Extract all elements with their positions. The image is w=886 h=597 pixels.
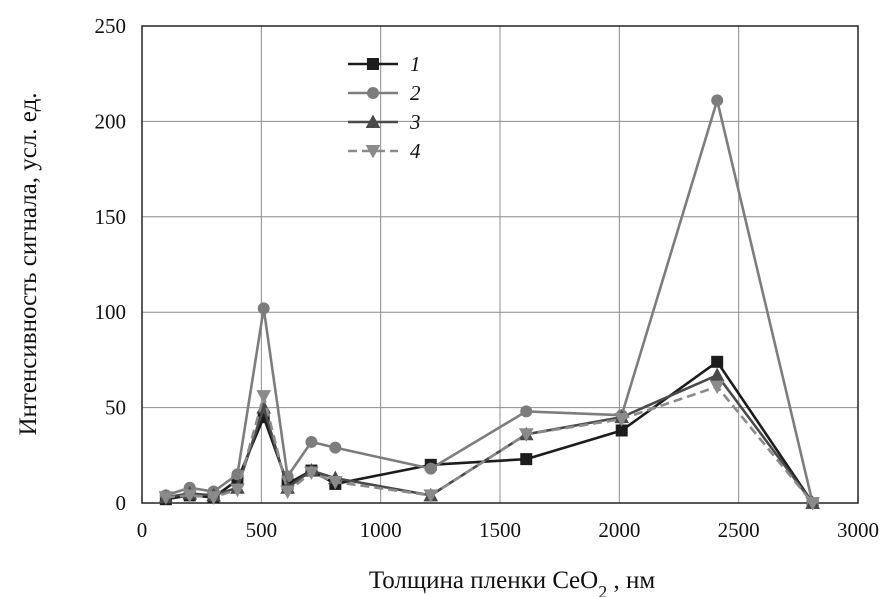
data-point bbox=[329, 441, 342, 454]
data-point bbox=[615, 424, 628, 437]
x-axis-title: Толщина пленки CeO2 , нм bbox=[369, 567, 655, 597]
x-axis-title-unit: , нм bbox=[607, 567, 655, 594]
x-tick-label: 0 bbox=[137, 518, 148, 542]
legend-label: 4 bbox=[410, 139, 421, 163]
legend-label: 2 bbox=[410, 81, 421, 105]
data-point bbox=[614, 413, 630, 427]
y-axis-ticks: 0 50 100 150 200 250 bbox=[95, 14, 127, 515]
data-point bbox=[230, 483, 245, 498]
y-tick-label: 0 bbox=[116, 491, 127, 515]
data-point bbox=[182, 489, 198, 503]
y-tick-label: 250 bbox=[95, 14, 127, 38]
legend-label: 1 bbox=[410, 52, 421, 76]
data-point bbox=[304, 466, 319, 481]
legend-item-1: 1 bbox=[348, 52, 421, 76]
x-tick-label: 3000 bbox=[837, 518, 879, 542]
x-tick-label: 1000 bbox=[360, 518, 402, 542]
series-2 bbox=[159, 94, 819, 509]
legend-marker bbox=[365, 145, 381, 159]
data-point bbox=[805, 497, 820, 511]
y-tick-label: 50 bbox=[105, 396, 126, 420]
data-point bbox=[424, 462, 437, 475]
y-axis-title: Интенсивность сигнала, усл. ед. bbox=[15, 92, 42, 435]
legend-item-2: 2 bbox=[348, 81, 421, 105]
legend-marker bbox=[365, 114, 381, 128]
series-layer bbox=[158, 94, 820, 511]
x-axis-ticks: 0 500 1000 1500 2000 2500 3000 bbox=[137, 518, 879, 542]
data-point bbox=[158, 491, 174, 505]
data-point bbox=[423, 489, 439, 503]
data-point bbox=[711, 94, 724, 107]
data-point bbox=[257, 302, 270, 315]
x-tick-label: 500 bbox=[246, 518, 278, 542]
grid bbox=[141, 25, 859, 504]
x-tick-label: 2000 bbox=[598, 518, 640, 542]
series-line bbox=[165, 99, 814, 504]
data-point bbox=[206, 491, 221, 505]
data-point bbox=[280, 485, 295, 500]
data-point bbox=[305, 435, 318, 448]
x-tick-label: 2500 bbox=[718, 518, 760, 542]
data-point bbox=[327, 476, 343, 490]
legend-item-4: 4 bbox=[348, 139, 421, 163]
data-point bbox=[518, 428, 534, 442]
data-point bbox=[520, 405, 533, 418]
y-tick-label: 200 bbox=[95, 109, 127, 133]
legend-marker bbox=[367, 58, 379, 70]
data-point bbox=[709, 380, 725, 395]
data-point bbox=[711, 355, 724, 368]
plot-frame bbox=[141, 25, 859, 504]
x-axis-title-subscript: 2 bbox=[598, 582, 607, 597]
y-tick-label: 150 bbox=[95, 205, 127, 229]
series-4 bbox=[158, 380, 820, 511]
data-point bbox=[256, 390, 272, 404]
x-tick-label: 1500 bbox=[479, 518, 521, 542]
x-axis-title-main: Толщина пленки CeO bbox=[369, 567, 598, 594]
legend-label: 3 bbox=[409, 110, 421, 134]
legend-item-3: 3 bbox=[348, 110, 421, 134]
legend-marker bbox=[367, 87, 379, 99]
y-tick-label: 100 bbox=[95, 300, 127, 324]
legend: 1 2 3 4 bbox=[348, 52, 421, 163]
data-point bbox=[520, 453, 533, 466]
